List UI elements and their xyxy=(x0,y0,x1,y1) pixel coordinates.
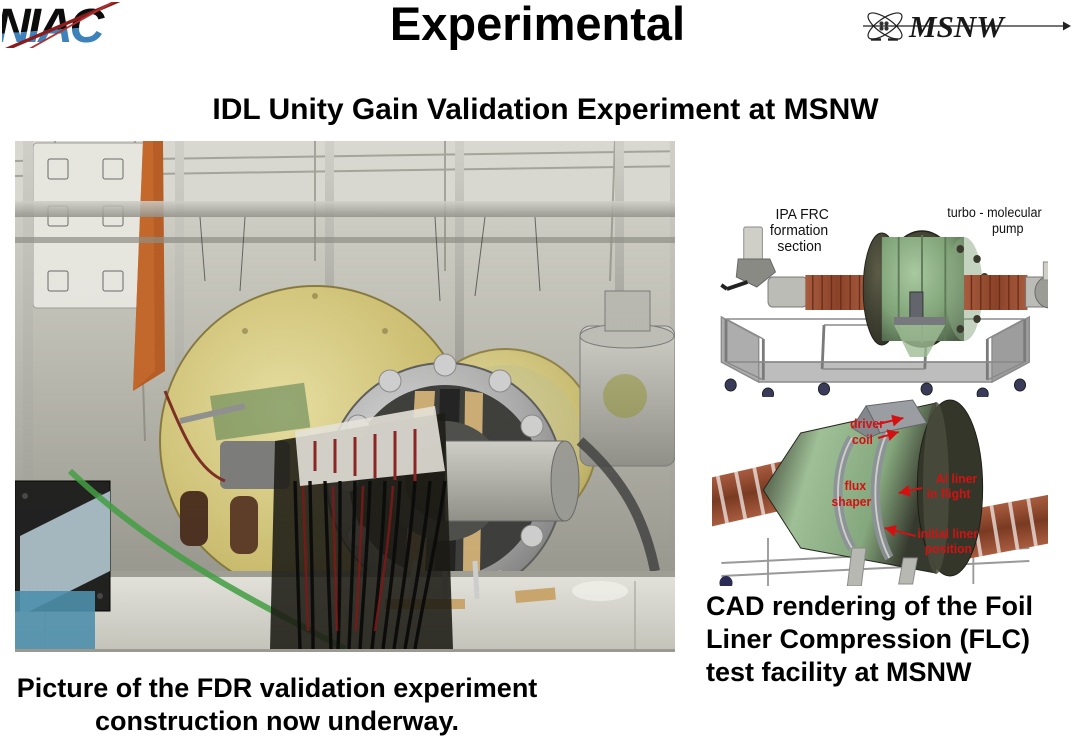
svg-text:IPA FRC: IPA FRC xyxy=(775,207,828,224)
svg-text:MSNW: MSNW xyxy=(908,9,1006,44)
svg-text:shaper: shaper xyxy=(831,495,871,509)
svg-text:formation: formation xyxy=(770,223,828,240)
svg-text:section: section xyxy=(777,239,821,256)
svg-text:turbo - molecular: turbo - molecular xyxy=(947,205,1042,221)
svg-text:in flight: in flight xyxy=(927,487,972,501)
svg-text:initial liner: initial liner xyxy=(917,527,978,541)
svg-text:Al liner: Al liner xyxy=(936,472,977,486)
svg-text:coil: coil xyxy=(852,433,873,447)
svg-text:pump: pump xyxy=(992,221,1023,237)
svg-text:position: position xyxy=(925,542,972,556)
svg-text:flux: flux xyxy=(845,479,867,493)
